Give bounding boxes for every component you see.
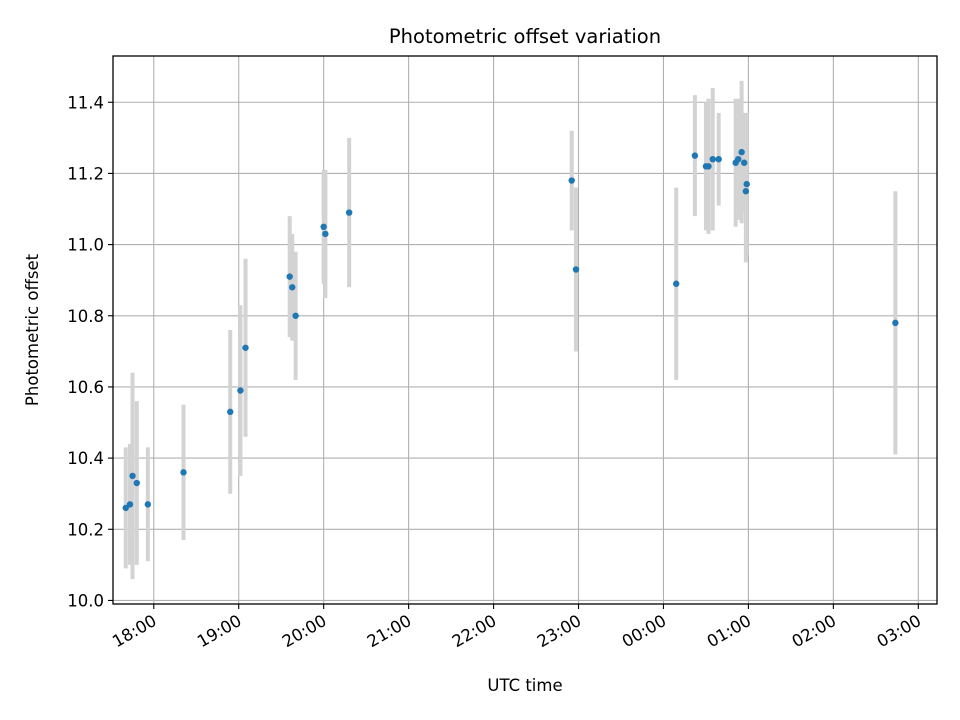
chart-title: Photometric offset variation bbox=[389, 25, 661, 48]
y-tick-label: 11.0 bbox=[67, 236, 104, 255]
data-point bbox=[740, 159, 748, 166]
data-point bbox=[568, 177, 575, 184]
data-point bbox=[691, 152, 699, 159]
data-point bbox=[227, 408, 234, 416]
data-point bbox=[322, 230, 329, 238]
y-tick-label: 10.4 bbox=[67, 449, 104, 468]
data-point bbox=[742, 188, 750, 195]
data-point bbox=[709, 155, 716, 163]
data-point bbox=[286, 273, 293, 280]
data-point bbox=[292, 312, 299, 319]
grid bbox=[113, 56, 937, 604]
y-tick-label: 11.2 bbox=[67, 164, 104, 183]
data-point bbox=[673, 280, 680, 287]
data-point bbox=[320, 223, 327, 231]
data-point bbox=[738, 148, 745, 156]
y-tick-label: 11.4 bbox=[67, 93, 104, 112]
data-point bbox=[289, 284, 296, 291]
data-point bbox=[237, 387, 244, 394]
data-point bbox=[705, 163, 712, 170]
data-point bbox=[126, 501, 134, 508]
y-axis-label: Photometric offset bbox=[23, 253, 42, 406]
y-tick-label: 10.2 bbox=[67, 520, 104, 539]
data-point bbox=[735, 155, 742, 163]
data-point bbox=[892, 319, 899, 327]
data-point bbox=[345, 209, 353, 216]
plot-frame bbox=[112, 55, 938, 605]
data-point bbox=[715, 155, 722, 163]
data-point bbox=[122, 504, 129, 512]
data-point bbox=[242, 344, 249, 351]
data-point bbox=[180, 469, 187, 476]
data-point bbox=[133, 479, 140, 487]
x-axis-label: UTC time bbox=[487, 676, 562, 695]
data-point bbox=[743, 180, 750, 188]
y-tick-label: 10.6 bbox=[67, 378, 104, 397]
y-axis-ticks: 10.0 10.2 10.4 10.6 10.8 11.0 11.2 11.4 bbox=[67, 93, 113, 610]
y-tick-label: 10.0 bbox=[67, 591, 104, 610]
y-tick-label: 10.8 bbox=[67, 307, 104, 326]
data-point bbox=[129, 472, 136, 480]
data-points bbox=[122, 148, 899, 512]
data-point bbox=[572, 266, 580, 273]
data-point bbox=[144, 501, 152, 508]
